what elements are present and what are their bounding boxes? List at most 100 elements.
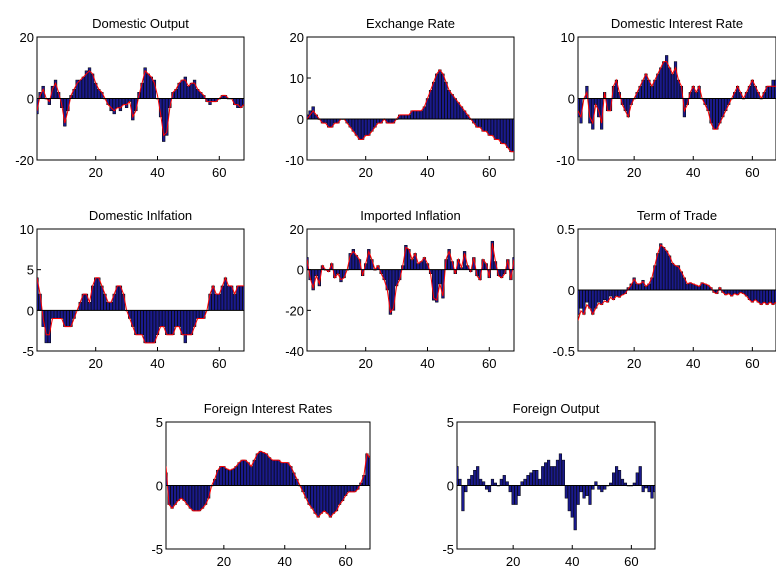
x-tick-label: 40 [420,356,434,371]
bar [331,485,336,514]
bar [413,110,417,120]
y-tick-label: 0 [297,112,304,127]
bar [447,90,451,120]
bar [484,485,489,490]
bar [50,310,55,319]
bar [97,277,101,311]
bar [612,472,616,486]
y-tick-label: 10 [561,30,575,45]
bar [597,289,601,303]
bar [670,262,675,291]
bar [476,466,480,486]
x-tick-label: 20 [358,165,372,180]
bar [152,310,157,344]
bar [270,459,275,486]
bar [376,118,380,124]
bar [478,118,482,128]
bar [146,310,150,344]
bar [603,289,607,301]
y-tick-label: 20 [290,222,304,237]
x-tick-label: 40 [686,356,700,371]
bar [688,282,692,291]
x-tick-label: 20 [88,165,102,180]
bar [673,265,678,291]
bar [182,485,186,501]
y-tick-label: 0 [156,479,163,494]
bar [555,459,560,486]
y-tick-label: 0 [568,283,575,298]
bar [316,485,320,518]
bar [199,310,203,319]
bar [354,118,359,136]
bar [416,110,420,120]
x-tick-label: 60 [745,165,759,180]
bar [149,76,153,99]
bar [179,485,183,499]
bar [544,462,548,486]
x-tick-label: 20 [88,356,102,371]
bar [364,118,368,136]
x-tick-label: 40 [565,554,579,569]
bar [149,310,153,344]
bar [246,462,250,486]
bar [140,310,144,335]
bar [188,485,192,509]
bar [197,485,202,512]
bar [579,485,583,493]
bar [56,310,61,319]
bar [505,481,509,486]
bar [333,118,337,124]
bar [258,450,263,486]
panel-8: Foreign Output -5 0 5 20 40 60 [442,401,656,569]
bar [360,118,365,140]
bar [567,485,571,512]
bar [591,98,595,130]
y-tick-label: 0 [568,92,575,107]
bar [653,485,655,493]
bar [727,289,731,294]
fitted-line [307,243,514,314]
y-tick-label: 0.5 [557,222,575,237]
panel-1: Domestic Output -20 0 20 20 40 60 [15,16,245,180]
bar [118,98,123,112]
y-tick-label: 20 [20,30,34,45]
bar [564,485,568,499]
bar [461,485,465,512]
bar [388,118,393,124]
bar [277,459,281,486]
bar [450,94,454,120]
x-tick-label: 40 [150,165,164,180]
panel-title: Imported Inflation [360,208,460,223]
bar [768,85,772,99]
x-tick-label: 40 [686,165,700,180]
bar [614,289,618,297]
bar [252,459,256,486]
x-tick-label: 60 [212,165,226,180]
bar [615,466,619,486]
panel-3: Domestic Interest Rate -10 0 10 20 40 60 [556,16,776,180]
bar [712,98,716,130]
bar [444,81,448,120]
bar [121,98,126,105]
bar [226,285,231,311]
bar [638,283,642,291]
bar [325,485,329,514]
y-tick-label: 5 [156,415,163,430]
panel-title: Term of Trade [637,208,717,223]
bar [334,485,339,512]
bar [733,289,737,294]
x-tick-label: 60 [482,356,496,371]
bar [588,485,592,505]
bar [435,73,439,120]
y-tick-label: -10 [556,153,575,168]
bar [635,283,639,291]
bar [233,293,237,311]
bar [532,470,536,486]
bar [239,285,243,311]
bar [588,289,592,309]
bar [771,79,775,99]
bar [428,90,433,120]
bar [603,485,607,490]
panel-title: Foreign Interest Rates [204,401,333,416]
bar [482,481,486,486]
